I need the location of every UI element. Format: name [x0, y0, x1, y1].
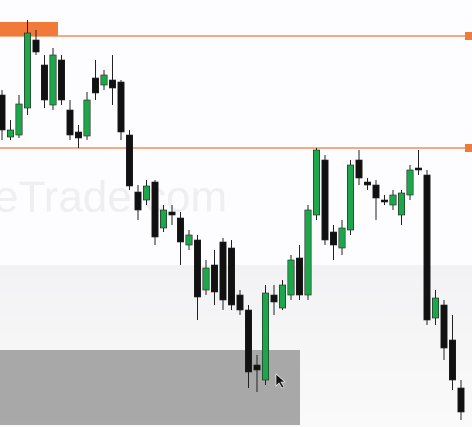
- candle-body: [126, 134, 134, 187]
- candle-body: [219, 241, 227, 301]
- candle-body: [321, 159, 329, 241]
- candle-body: [270, 294, 278, 303]
- candle-body: [253, 364, 261, 371]
- candle-body: [355, 159, 363, 179]
- candle-body: [66, 109, 74, 136]
- candle-body: [295, 257, 303, 296]
- candle-body: [194, 239, 202, 298]
- candle-body: [312, 149, 320, 216]
- candle-body: [380, 199, 388, 203]
- candle-body: [168, 211, 176, 216]
- candle-body: [245, 309, 253, 373]
- candle-body: [57, 59, 65, 101]
- candle-body: [440, 304, 448, 349]
- candle-body: [202, 267, 210, 291]
- candle-body: [372, 184, 380, 199]
- candle-body: [261, 292, 269, 381]
- cursor: [275, 373, 286, 389]
- candle-body: [397, 192, 405, 216]
- level-tag-left: [0, 22, 58, 36]
- candle-body: [278, 284, 286, 309]
- candle-body: [100, 74, 108, 86]
- watermark: eTrade.com: [0, 173, 227, 222]
- candle-body: [23, 32, 31, 109]
- candle-body: [287, 259, 295, 296]
- candle-body: [363, 181, 371, 186]
- candle-body: [49, 54, 57, 106]
- candle-body: [177, 217, 185, 243]
- candle-body: [185, 234, 193, 246]
- candle-body: [448, 339, 456, 381]
- candle-body: [160, 209, 168, 229]
- candle-body: [228, 247, 236, 306]
- candle-body: [457, 387, 465, 413]
- candle-body: [143, 185, 151, 201]
- candle-body: [92, 77, 100, 94]
- candle-body: [346, 164, 354, 231]
- candle-body: [15, 103, 23, 136]
- candle-body: [109, 79, 117, 89]
- candle-body: [431, 297, 439, 319]
- candle-body: [423, 174, 431, 321]
- candle-body: [40, 64, 48, 101]
- candle-body: [236, 294, 244, 311]
- zone: [0, 350, 300, 425]
- candle-body: [32, 39, 40, 53]
- candle-body: [134, 191, 142, 211]
- candle-body: [83, 99, 91, 137]
- candle-body: [211, 264, 219, 293]
- candle-body: [338, 227, 346, 249]
- candle-body: [151, 181, 159, 238]
- candle-body: [406, 169, 414, 196]
- candle-body: [304, 209, 312, 296]
- candle-body: [117, 81, 125, 133]
- candle-body: [389, 194, 397, 206]
- candle-body: [414, 167, 422, 171]
- candle-body: [7, 129, 15, 138]
- candle-body: [0, 94, 6, 131]
- candle-body: [329, 231, 337, 246]
- candle-body: [75, 131, 83, 139]
